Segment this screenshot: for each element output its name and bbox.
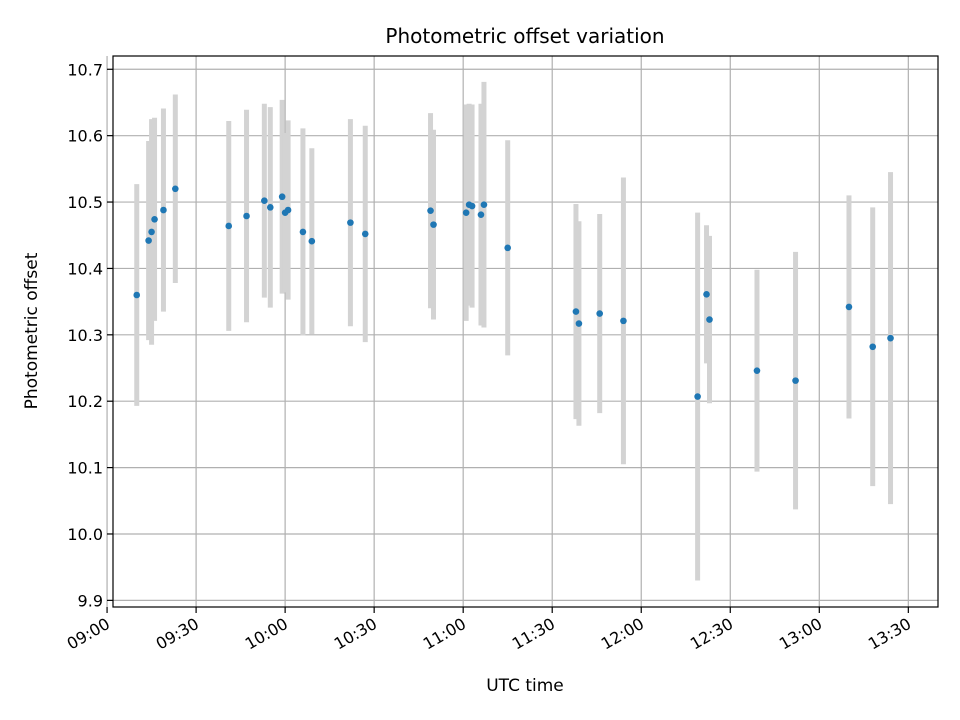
x-tick-label: 13:00 (776, 614, 825, 654)
data-point (266, 204, 274, 211)
data-point (308, 237, 316, 245)
data-point (504, 244, 511, 252)
y-tick-label: 10.6 (67, 127, 103, 146)
x-tick-label: 12:00 (598, 614, 647, 654)
data-point (427, 207, 434, 214)
x-tick-label: 10:30 (331, 614, 380, 654)
x-axis-ticks: 09:00 09:30 10:00 10:30 11:00 11:30 12:00 12:30… (64, 607, 914, 654)
x-tick-label: 12:30 (687, 614, 736, 654)
data-point (172, 185, 179, 193)
y-tick-label: 10.3 (67, 326, 103, 345)
data-point (477, 211, 485, 218)
data-point (792, 377, 799, 384)
data-point (284, 206, 292, 214)
error-bars (134, 81, 894, 581)
data-point (703, 291, 710, 298)
data-point (278, 193, 286, 201)
y-axis-label: Photometric offset (22, 252, 42, 409)
plot-frame (112, 55, 939, 608)
data-point (430, 221, 437, 228)
data-point (468, 202, 476, 210)
data-point (620, 317, 627, 325)
data-point (160, 206, 167, 214)
x-tick-label: 11:00 (420, 614, 469, 654)
data-point (225, 222, 233, 230)
data-point (361, 230, 369, 238)
x-tick-label: 10:00 (242, 614, 291, 654)
x-tick-label: 09:00 (64, 614, 113, 654)
data-point (299, 228, 307, 236)
data-point (869, 343, 877, 351)
y-axis-ticks: 9.9 10.0 10.1 10.2 10.3 10.4 10.5 10.6 10.7 (67, 60, 113, 610)
data-point (575, 320, 583, 327)
data-point (243, 212, 250, 220)
data-point (572, 308, 580, 315)
y-tick-label: 10.2 (67, 392, 103, 411)
data-point (753, 367, 761, 374)
data-point (347, 219, 354, 226)
y-tick-label: 10.0 (67, 525, 103, 544)
y-tick-label: 10.7 (67, 60, 103, 79)
data-point (596, 310, 603, 317)
y-tick-label: 10.5 (67, 193, 103, 212)
data-point (145, 237, 152, 244)
data-point (887, 334, 894, 342)
data-point (845, 303, 853, 311)
data-point (148, 228, 155, 236)
y-tick-label: 10.4 (67, 259, 103, 278)
x-tick-label: 09:30 (153, 614, 202, 654)
data-point (151, 216, 158, 223)
x-axis-label: UTC time (486, 676, 564, 696)
data-point (694, 393, 701, 400)
chart-title: Photometric offset variation (385, 24, 664, 48)
grid-lines (106, 56, 938, 607)
data-point (261, 197, 268, 205)
data-point (480, 201, 488, 209)
data-point (706, 316, 713, 323)
data-point (133, 291, 141, 299)
x-tick-label: 13:30 (865, 614, 914, 654)
y-tick-label: 9.9 (78, 591, 103, 610)
x-tick-label: 11:30 (509, 614, 558, 654)
y-tick-label: 10.1 (67, 459, 103, 478)
data-points (133, 185, 894, 400)
data-point (462, 209, 470, 216)
